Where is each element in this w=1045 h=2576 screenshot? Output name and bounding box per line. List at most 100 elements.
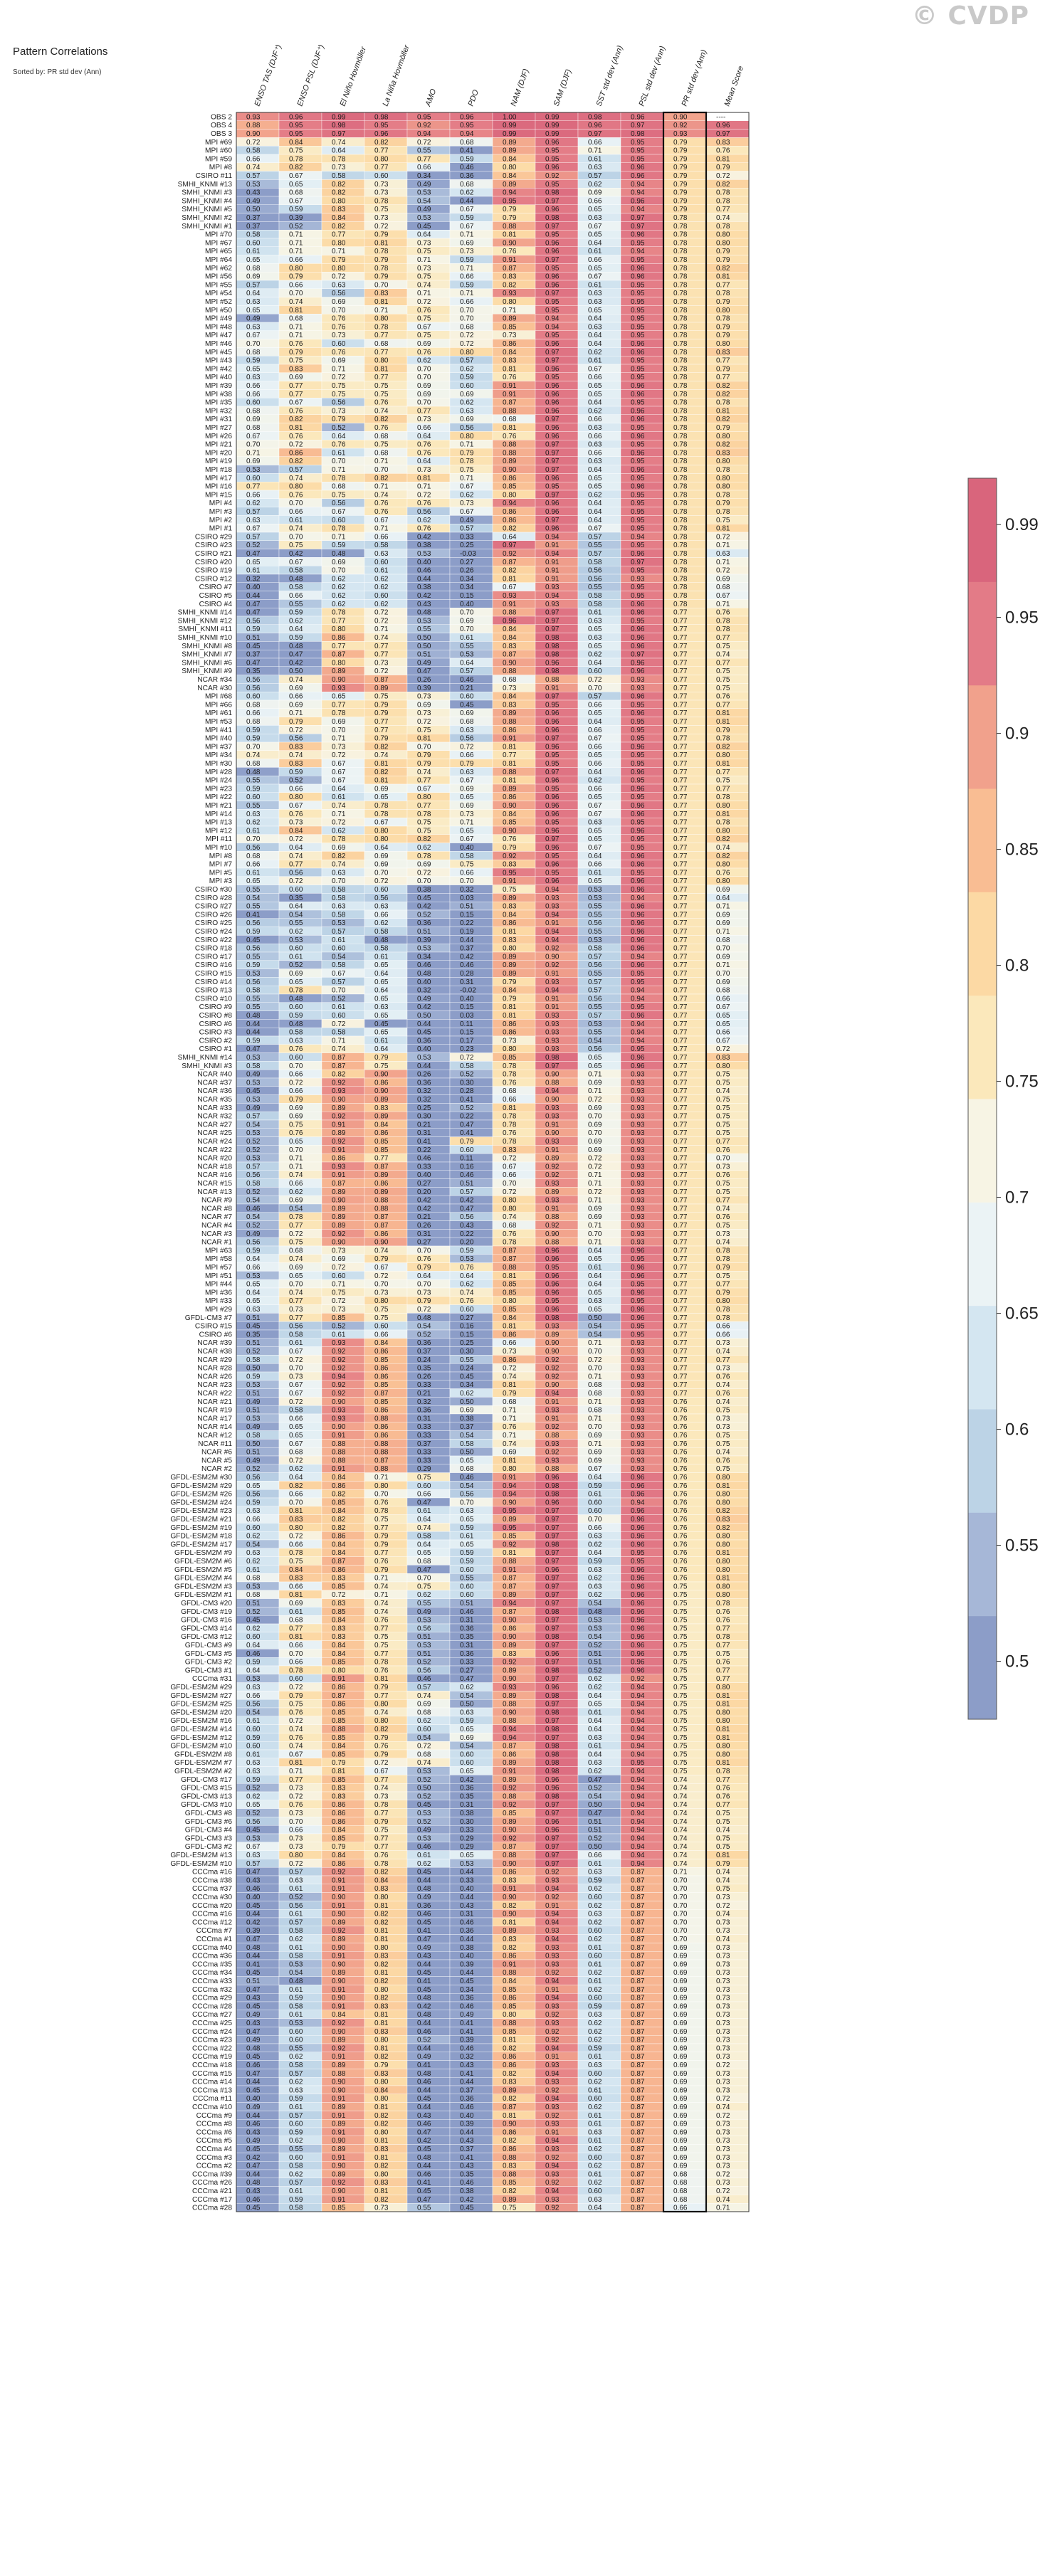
- cell-value: 0.53: [417, 189, 431, 197]
- cell-value: 0.78: [374, 248, 389, 255]
- row-label: GFDL-CM3 #2: [185, 1659, 233, 1667]
- cell-value: 0.75: [289, 147, 303, 155]
- cell-value: 0.89: [332, 1188, 346, 1196]
- row-label: CCCma #40: [192, 1944, 232, 1952]
- cell-value: 0.73: [374, 659, 389, 667]
- cell-value: 0.36: [417, 1079, 431, 1087]
- cell-value: 0.74: [716, 844, 730, 852]
- cell-value: 0.80: [374, 357, 389, 365]
- cell-value: 0.77: [716, 634, 730, 642]
- cell-value: 0.83: [289, 743, 303, 751]
- cell-value: 0.96: [631, 903, 645, 911]
- cell-value: 0.96: [545, 399, 560, 407]
- cell-value: 0.84: [503, 172, 517, 180]
- cell-value: 0.66: [374, 911, 389, 919]
- cell-value: 0.58: [588, 592, 602, 600]
- cell-value: 0.94: [545, 592, 560, 600]
- cell-value: 0.77: [289, 1314, 303, 1322]
- row-label: MPI #40: [205, 735, 232, 743]
- row-label: GFDL-ESM2M #19: [170, 1524, 232, 1532]
- cell-value: 0.75: [374, 441, 389, 449]
- cell-value: 0.72: [503, 1155, 517, 1163]
- cell-value: 0.59: [289, 206, 303, 213]
- cell-value: 0.97: [545, 617, 560, 625]
- row-label: GFDL-ESM2M #5: [174, 1566, 232, 1574]
- row-label: CCCma #14: [192, 2079, 232, 2086]
- cell-value: 0.48: [246, 1012, 261, 1020]
- cell-value: 0.77: [289, 391, 303, 398]
- cell-value: 0.71: [374, 307, 389, 315]
- row-label: MPI #37: [205, 743, 232, 751]
- row-label: MPI #2: [209, 517, 233, 524]
- cell-value: 0.54: [588, 1037, 602, 1045]
- cell-value: 0.86: [503, 1029, 517, 1037]
- cell-value: 0.86: [503, 727, 517, 734]
- cell-value: 0.71: [332, 1037, 346, 1045]
- cell-value: 0.71: [588, 1180, 602, 1188]
- cell-value: 0.71: [460, 231, 474, 239]
- cell-value: 0.78: [503, 1239, 517, 1247]
- row-label: MPI #65: [205, 248, 232, 255]
- cell-value: 0.91: [332, 1146, 346, 1154]
- row-label: GFDL-CM3 #1: [185, 1667, 233, 1674]
- cell-value: 0.80: [716, 458, 730, 465]
- cell-value: 0.71: [716, 961, 730, 969]
- cell-value: 0.89: [545, 1188, 560, 1196]
- cell-value: 0.96: [631, 936, 645, 944]
- cell-value: 0.77: [417, 777, 431, 785]
- cell-value: 0.96: [631, 785, 645, 793]
- cell-value: 0.28: [460, 1087, 474, 1095]
- cell-value: 0.78: [673, 533, 688, 541]
- cell-value: 0.71: [588, 1197, 602, 1205]
- cell-value: 0.64: [374, 844, 389, 852]
- cell-value: 0.55: [588, 903, 602, 911]
- cell-value: 0.96: [631, 743, 645, 751]
- row-label: MPI #1: [209, 525, 233, 533]
- cell-value: 0.77: [716, 357, 730, 365]
- cell-value: 0.69: [417, 391, 431, 398]
- cell-value: 0.63: [332, 903, 346, 911]
- cell-value: 0.96: [631, 483, 645, 491]
- cell-value: 0.96: [631, 1289, 645, 1297]
- cell-value: 0.72: [417, 718, 431, 726]
- cell-value: 0.94: [545, 928, 560, 936]
- cell-value: 0.74: [716, 1239, 730, 1247]
- cell-value: 0.77: [673, 903, 688, 911]
- cell-value: 0.75: [374, 382, 389, 390]
- cell-value: 0.86: [503, 1020, 517, 1028]
- cell-value: 0.96: [631, 601, 645, 608]
- cell-value: 0.78: [673, 231, 688, 239]
- cell-value: 0.93: [631, 1146, 645, 1154]
- cell-value: 0.77: [673, 651, 688, 659]
- cell-value: 0.21: [417, 1213, 431, 1221]
- cell-value: 0.96: [631, 961, 645, 969]
- cell-value: 0.76: [716, 869, 730, 877]
- cell-value: 0.75: [374, 1314, 389, 1322]
- cell-value: 0.83: [716, 349, 730, 357]
- cell-value: 0.72: [588, 1155, 602, 1163]
- cell-value: 0.74: [289, 525, 303, 533]
- cell-value: 0.79: [374, 256, 389, 264]
- cell-value: 0.23: [460, 1045, 474, 1053]
- cell-value: 0.80: [374, 1297, 389, 1305]
- cell-value: 0.79: [716, 1289, 730, 1297]
- cell-value: 0.71: [289, 248, 303, 255]
- cell-value: 0.77: [374, 643, 389, 650]
- cell-value: 0.93: [631, 1071, 645, 1079]
- cell-value: 0.77: [673, 685, 688, 692]
- cell-value: 0.75: [716, 1071, 730, 1079]
- cell-value: 0.56: [588, 1045, 602, 1053]
- cell-value: 0.55: [588, 928, 602, 936]
- cell-value: 0.90: [503, 659, 517, 667]
- cell-value: 0.77: [673, 1197, 688, 1205]
- cell-value: 0.72: [417, 298, 431, 306]
- cell-value: 0.78: [673, 315, 688, 323]
- cell-value: 0.68: [374, 433, 389, 440]
- column-header: ENSO TAS (DJF⁺): [253, 43, 284, 107]
- row-label: CSIRO #10: [195, 995, 232, 1003]
- cell-value: 0.96: [545, 500, 560, 507]
- row-label: MPI #60: [205, 147, 232, 155]
- cell-value: 0.81: [289, 424, 303, 432]
- cell-value: 0.47: [246, 609, 261, 617]
